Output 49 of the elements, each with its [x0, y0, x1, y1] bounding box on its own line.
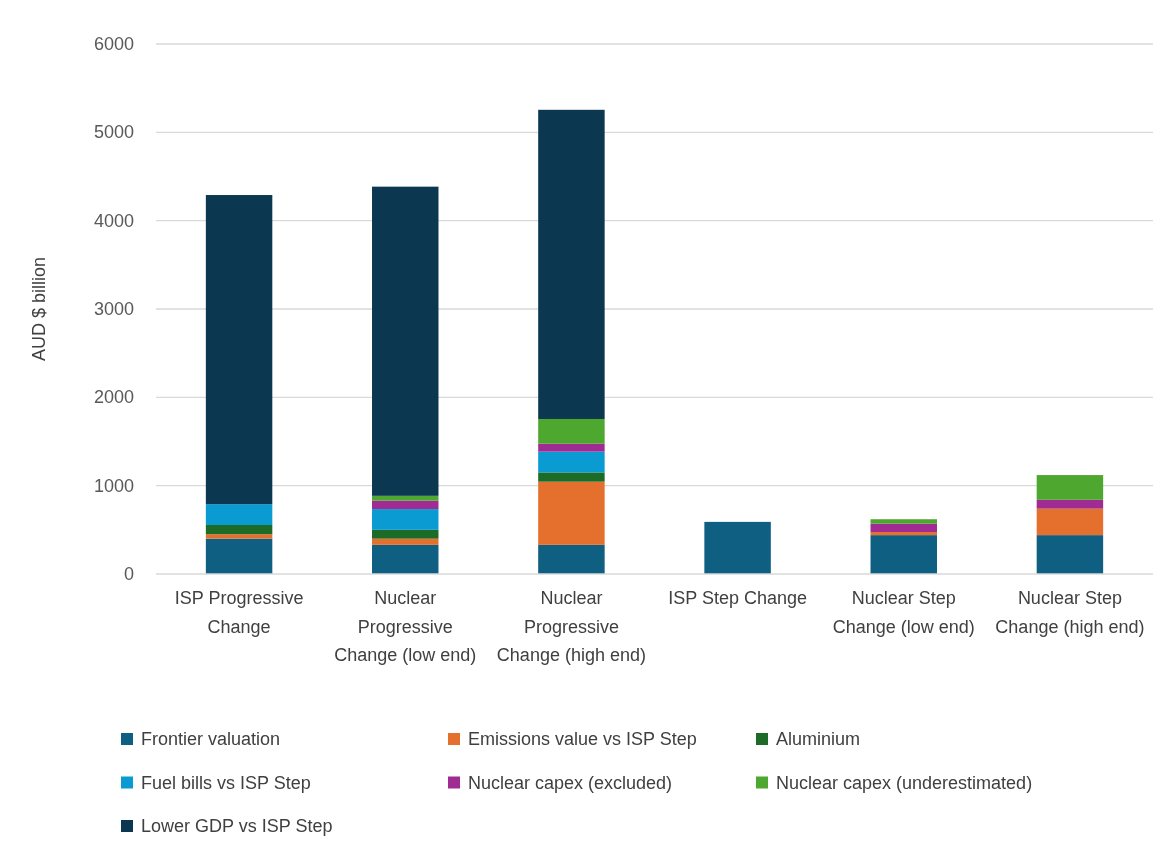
y-axis-title: AUD $ billion	[29, 256, 49, 362]
bar	[1036, 508, 1104, 536]
bar	[538, 109, 605, 419]
bar	[372, 500, 439, 510]
bar	[372, 186, 439, 496]
legend-label: Emissions value vs ISP Step	[468, 729, 697, 749]
bar	[205, 538, 273, 574]
x-tick-label: Nuclear Step Change (low end)	[832, 588, 975, 637]
bar	[1036, 475, 1104, 500]
bar	[1036, 535, 1104, 574]
bar	[538, 544, 605, 574]
y-tick-label: 3000	[93, 299, 134, 319]
bar	[1036, 499, 1104, 509]
bar	[372, 544, 439, 574]
bar	[205, 524, 273, 535]
y-tick-label: 5000	[93, 122, 134, 143]
y-tick-label: 0	[123, 564, 134, 584]
x-tick-label: Nuclear Progressive Change (low end)	[334, 588, 477, 665]
bar	[704, 521, 771, 574]
bar	[870, 523, 937, 533]
bar	[205, 195, 273, 505]
bar	[538, 472, 605, 482]
bar	[372, 529, 439, 539]
bar	[538, 451, 605, 473]
y-tick-label: 2000	[93, 387, 134, 408]
legend-label: Frontier valuation	[141, 729, 281, 749]
y-tick-label: 6000	[93, 34, 134, 54]
x-tick-label: Nuclear Progressive Change (high end)	[496, 588, 646, 665]
bar	[205, 534, 273, 539]
bar	[372, 509, 439, 530]
bar	[538, 418, 605, 444]
legend-label: Lower GDP vs ISP Step	[141, 816, 333, 836]
x-tick-label: ISP Progressive Change	[174, 588, 304, 637]
bar	[372, 495, 439, 501]
bar	[870, 519, 937, 524]
bar	[205, 504, 273, 525]
x-tick-label: ISP Step Change	[668, 588, 807, 608]
bar	[870, 532, 937, 536]
bar	[538, 443, 605, 452]
x-tick-label: Nuclear Step Change (high end)	[995, 588, 1145, 637]
bar	[372, 538, 439, 545]
legend-label: Nuclear capex (underestimated)	[776, 772, 1033, 793]
y-tick-label: 1000	[93, 475, 134, 496]
legend-label: Aluminium	[776, 729, 861, 749]
bar	[870, 535, 937, 574]
y-tick-label: 4000	[93, 210, 134, 231]
legend-label: Fuel bills vs ISP Step	[141, 772, 311, 793]
bar	[538, 481, 605, 545]
legend-label: Nuclear capex (excluded)	[468, 772, 673, 793]
